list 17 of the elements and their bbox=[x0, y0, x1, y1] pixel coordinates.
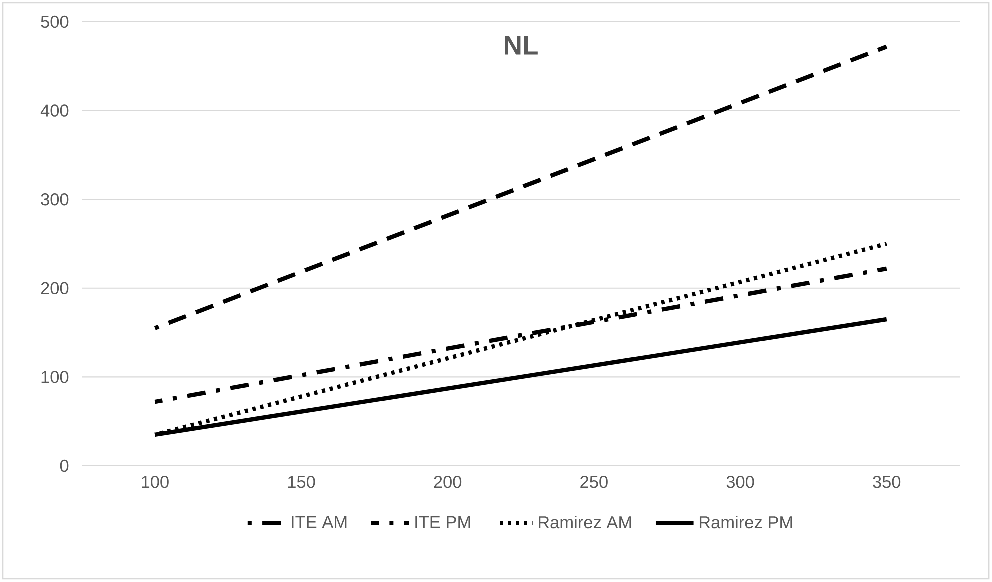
y-tick-label: 400 bbox=[40, 104, 69, 117]
x-tick-label: 150 bbox=[288, 476, 316, 488]
x-tick-label: 100 bbox=[142, 476, 169, 488]
x-tick-label: 250 bbox=[580, 476, 608, 488]
legend-label: Ramirez AM bbox=[539, 516, 632, 529]
y-tick-label: 200 bbox=[41, 282, 69, 295]
chart-title: NL bbox=[505, 36, 538, 55]
legend-label: ITE PM bbox=[416, 516, 470, 528]
x-tick-label: 300 bbox=[726, 476, 754, 488]
x-tick-label: 350 bbox=[873, 476, 901, 488]
y-tick-label: 500 bbox=[41, 16, 69, 28]
y-tick-label: 0 bbox=[60, 460, 69, 472]
y-tick-label: 300 bbox=[41, 193, 69, 206]
y-tick-label: 100 bbox=[42, 371, 69, 384]
legend-label: Ramirez PM bbox=[700, 516, 792, 529]
x-tick-label: 200 bbox=[434, 476, 462, 488]
legend-label: ITE AM bbox=[292, 516, 347, 528]
